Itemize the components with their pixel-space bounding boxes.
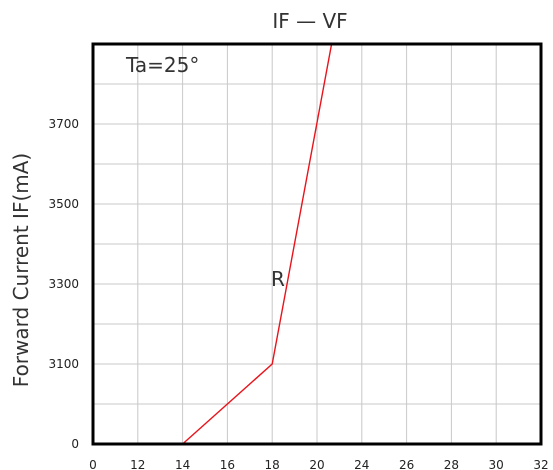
x-tick-label: 20 (309, 458, 324, 470)
x-tick-label: 32 (533, 458, 548, 470)
x-tick-labels: 0 12 14 16 18 20 24 26 28 30 32 (89, 458, 548, 470)
y-tick-label: 3700 (48, 117, 79, 131)
grid-lines (93, 44, 541, 444)
y-tick-label: 3500 (48, 197, 79, 211)
chart-title: IF — VF (272, 9, 347, 33)
y-axis-label: Forward Current IF(mA) (9, 153, 33, 387)
x-tick-label: 12 (130, 458, 145, 470)
y-tick-labels: 0 3100 3300 3500 3700 (48, 117, 79, 451)
x-tick-label: 16 (220, 458, 235, 470)
y-tick-label: 3300 (48, 277, 79, 291)
series-label-R: R (271, 267, 285, 291)
x-tick-label: 18 (265, 458, 280, 470)
chart-title-text: IF — VF (272, 9, 347, 33)
y-tick-label: 3100 (48, 357, 79, 371)
x-tick-label: 24 (354, 458, 369, 470)
x-tick-label: 30 (489, 458, 504, 470)
plot-frame (91, 42, 543, 446)
x-tick-label: 14 (175, 458, 190, 470)
x-tick-label: 0 (89, 458, 97, 470)
x-tick-label: 26 (399, 458, 414, 470)
series-layer (182, 43, 333, 445)
y-tick-label: 0 (71, 437, 79, 451)
series-line-R (182, 43, 333, 445)
condition-annotation: Ta=25° (125, 53, 199, 77)
x-tick-label: 28 (444, 458, 459, 470)
